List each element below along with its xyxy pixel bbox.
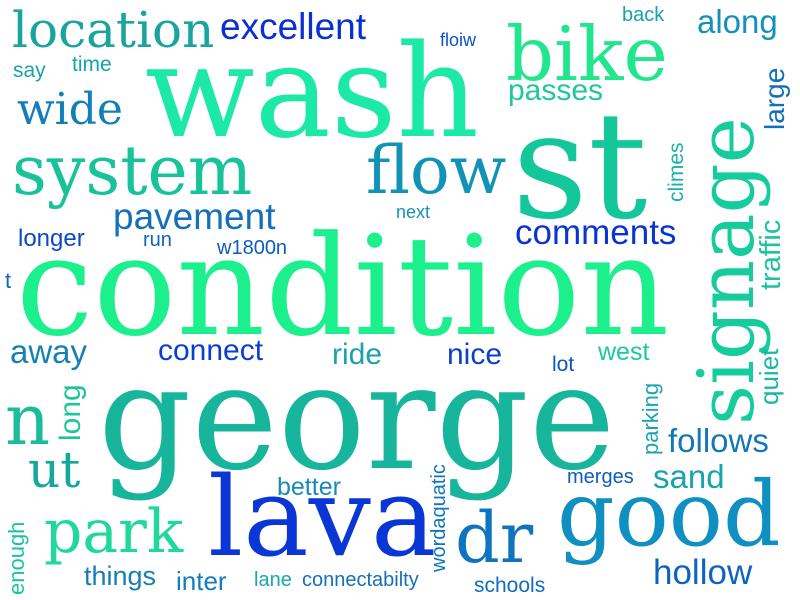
word-back: back xyxy=(622,4,665,26)
word-schools: schools xyxy=(474,574,546,597)
word-wide: wide xyxy=(17,84,123,135)
word-hollow: hollow xyxy=(653,553,753,592)
word-parking: parking xyxy=(638,382,663,455)
word-better: better xyxy=(277,473,341,501)
word-away: away xyxy=(10,333,88,370)
word-enough: enough xyxy=(4,521,29,595)
word-things: things xyxy=(84,561,157,591)
word-connect: connect xyxy=(158,334,264,367)
word-bike: bike xyxy=(506,10,668,98)
word-ut: ut xyxy=(28,441,81,499)
word-system: system xyxy=(12,132,253,211)
word-nice: nice xyxy=(447,338,503,371)
word-dr: dr xyxy=(455,497,534,579)
word-traffic: traffic xyxy=(755,219,787,290)
word-connectabilty: connectabilty xyxy=(302,569,419,591)
word-merges: merges xyxy=(567,466,634,488)
word-george: george xyxy=(98,333,616,503)
word-lane: lane xyxy=(254,569,292,591)
word-run: run xyxy=(143,229,172,251)
word-quiet: quiet xyxy=(754,348,784,405)
word-n: n xyxy=(5,379,51,461)
word-t: t xyxy=(5,268,12,293)
word-wash: wash xyxy=(145,18,479,167)
word-good: good xyxy=(557,462,781,567)
word-flow: flow xyxy=(366,132,507,209)
word-inter: inter xyxy=(176,566,227,596)
word-follows: follows xyxy=(668,422,769,459)
word-climes: climes xyxy=(665,142,688,202)
word-long: long xyxy=(54,384,87,441)
word-time: time xyxy=(72,53,112,76)
word-west: west xyxy=(598,338,650,366)
word-lava: lava xyxy=(208,453,437,581)
word-floiw: floiw xyxy=(440,30,477,50)
word-lot: lot xyxy=(552,353,575,376)
word-park: park xyxy=(44,497,184,567)
word-large: large xyxy=(759,67,790,130)
word-next: next xyxy=(396,202,431,222)
word-passes: passes xyxy=(508,74,604,107)
word-condition: condition xyxy=(16,206,670,367)
word-longer: longer xyxy=(18,225,85,252)
word-sand: sand xyxy=(653,458,725,495)
word-excellent: excellent xyxy=(220,6,367,47)
word-say: say xyxy=(13,59,46,82)
word-comments: comments xyxy=(515,213,677,252)
word-ride: ride xyxy=(332,338,383,371)
word-w1800n: w1800n xyxy=(217,237,288,259)
word-pavement: pavement xyxy=(113,196,276,237)
word-along: along xyxy=(697,3,778,40)
word-wordaquatic: wordaquatic xyxy=(428,464,450,572)
word-st: st xyxy=(512,80,648,252)
word-location: location xyxy=(12,1,215,59)
